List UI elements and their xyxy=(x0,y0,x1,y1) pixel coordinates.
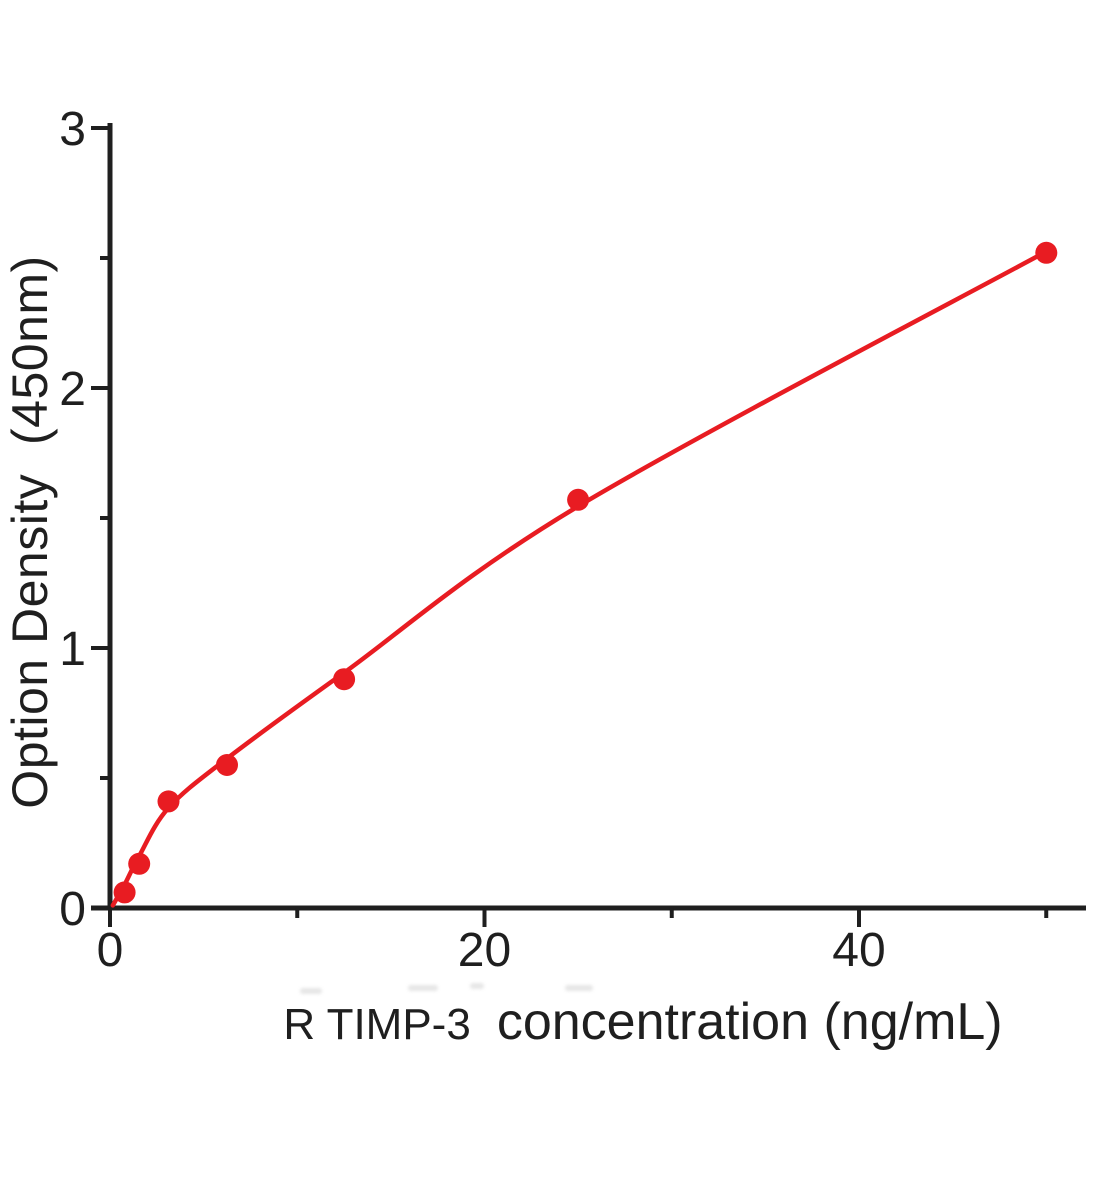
axes xyxy=(91,123,1086,911)
y-tick-label: 1 xyxy=(59,623,86,676)
x-tick-label: 0 xyxy=(97,924,124,977)
y-axis-label: Option Density (450nm) xyxy=(2,255,58,809)
erased-text-artifact xyxy=(565,985,593,991)
erased-text-artifact xyxy=(408,985,438,991)
x-axis-label-main: concentration (ng/mL) xyxy=(496,993,1003,1051)
x-axis-label-prefix: R TIMP-3 xyxy=(283,1000,471,1049)
data-point xyxy=(567,488,590,511)
tick-labels: 0 20 40 0 1 2 3 xyxy=(59,103,885,977)
x-tick-label: 40 xyxy=(832,924,885,977)
data-point xyxy=(1035,241,1058,264)
y-tick-label: 3 xyxy=(59,103,86,156)
axis-ticks xyxy=(91,126,1049,927)
erased-text-artifact xyxy=(300,988,322,994)
data-point xyxy=(216,754,238,776)
x-tick-label: 20 xyxy=(458,924,511,977)
data-point xyxy=(113,881,136,904)
erased-text-artifact xyxy=(470,983,484,989)
y-tick-label: 2 xyxy=(59,363,86,416)
data-point xyxy=(157,790,180,813)
data-point xyxy=(333,668,356,691)
data-point xyxy=(128,852,151,875)
x-axis-label: R TIMP-3 concentration (ng/mL) xyxy=(183,992,1103,1062)
fit-curve xyxy=(110,249,1049,908)
data-points xyxy=(113,241,1058,904)
y-tick-label: 0 xyxy=(59,883,86,936)
